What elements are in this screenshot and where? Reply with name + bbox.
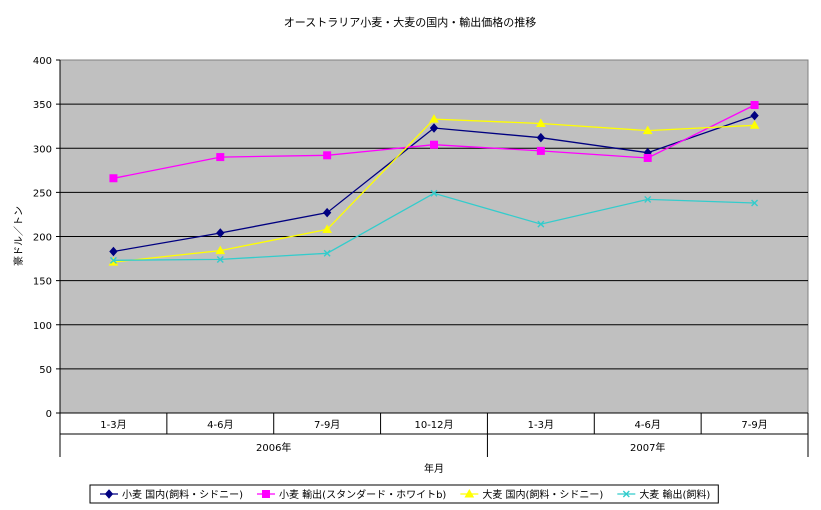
series-1 <box>109 110 759 257</box>
data-point <box>751 199 759 207</box>
series-3 <box>108 114 760 266</box>
data-point <box>643 153 652 162</box>
data-point <box>109 246 118 257</box>
marker-stroke <box>323 249 331 257</box>
y-tick-label: 300 <box>33 144 52 155</box>
marker-stroke <box>751 199 759 207</box>
x-group-label: 2007年 <box>630 441 665 454</box>
legend: 小麦 国内(飼料・シドニー) 小麦 輸出(スタンダード・ホワイトb) 大麦 国内(飼… <box>89 484 719 504</box>
legend-item: 小麦 輸出(スタンダード・ホワイトb) <box>256 488 446 501</box>
y-tick-label: 100 <box>33 321 52 332</box>
legend-item: 大麦 国内(飼料・シドニー) <box>460 488 603 501</box>
y-tick-label: 0 <box>46 409 52 420</box>
data-point <box>109 174 118 183</box>
data-point <box>216 153 225 162</box>
marker-stroke <box>216 255 224 263</box>
x-tick-label: 10-12月 <box>414 419 453 431</box>
data-point <box>750 101 759 110</box>
data-point <box>322 207 332 218</box>
data-point <box>644 195 652 203</box>
data-point <box>109 256 117 264</box>
marker-stroke <box>644 195 652 203</box>
y-axis-label: 豪ドル／トン <box>12 206 25 266</box>
y-tick-label: 50 <box>39 365 52 376</box>
legend-marker <box>261 490 270 498</box>
marker-stroke <box>622 490 630 498</box>
legend-box <box>89 484 719 504</box>
legend-marker <box>104 489 114 499</box>
x-tick-label: 1-3月 <box>528 419 554 431</box>
legend-marker <box>622 490 630 498</box>
x-axis-label: 年月 <box>424 462 444 475</box>
series-2 <box>109 101 759 183</box>
series-4 <box>109 189 759 264</box>
y-tick-label: 400 <box>33 56 52 67</box>
marker-stroke <box>109 256 117 264</box>
data-point <box>429 114 439 123</box>
data-point <box>749 120 760 129</box>
marker-stroke <box>430 189 438 197</box>
data-point <box>429 123 439 133</box>
y-tick-label: 250 <box>33 188 52 199</box>
x-tick-label: 4-6月 <box>207 419 233 431</box>
legend-label: 小麦 輸出(スタンダード・ホワイトb) <box>279 488 446 501</box>
data-point <box>323 249 331 257</box>
data-point <box>215 245 226 255</box>
data-point <box>430 140 438 149</box>
data-point <box>750 110 759 121</box>
data-point <box>642 125 653 135</box>
x-group-label: 2006年 <box>256 441 291 454</box>
legend-label: 小麦 国内(飼料・シドニー) <box>122 488 243 501</box>
legend-item: 小麦 国内(飼料・シドニー) <box>100 488 243 501</box>
legend-marker <box>464 488 475 498</box>
legend-label: 大麦 輸出(飼料) <box>639 488 710 501</box>
x-tick-label: 1-3月 <box>100 419 126 431</box>
y-tick-label: 350 <box>33 100 52 111</box>
y-tick-label: 150 <box>33 277 52 288</box>
x-axis: 1-3月 4-6月 7-9月 10-12月 1-3月 4-6月 7-9月 2006年 2007年 <box>59 412 809 457</box>
series-lines <box>108 101 760 266</box>
data-point <box>535 118 546 128</box>
legend-label: 大麦 国内(飼料・シドニー) <box>482 488 603 501</box>
data-point <box>430 189 438 197</box>
y-axis: 0 50 100 150 200 250 300 350 400 <box>33 56 61 420</box>
data-point <box>536 146 545 155</box>
x-tick-label: 7-9月 <box>314 419 340 431</box>
y-tick-label: 200 <box>33 233 52 244</box>
data-point <box>322 224 333 233</box>
x-tick-label: 7-9月 <box>741 419 767 431</box>
chart-title: オーストラリア小麦・大麦の国内・輸出価格の推移 <box>284 15 536 29</box>
data-point <box>323 151 332 160</box>
data-point <box>216 255 224 263</box>
data-point <box>536 132 546 143</box>
legend-item: 大麦 輸出(飼料) <box>617 488 710 501</box>
data-point <box>537 220 545 228</box>
x-tick-label: 4-6月 <box>635 419 661 431</box>
data-point <box>216 228 225 238</box>
marker-stroke <box>537 220 545 228</box>
